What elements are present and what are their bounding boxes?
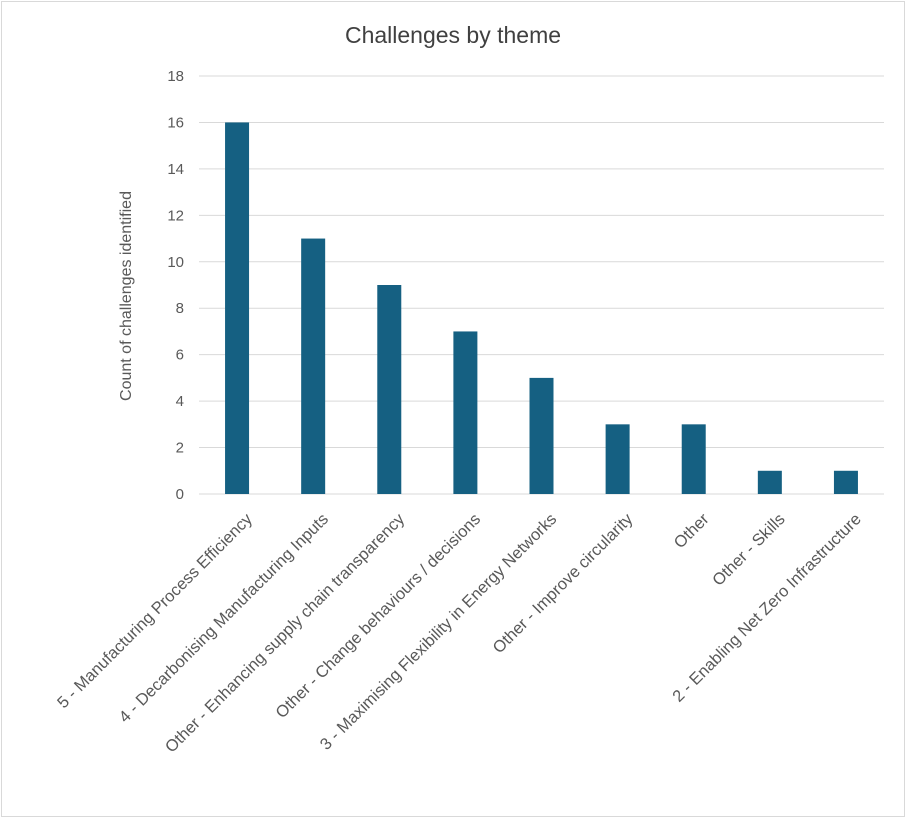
x-category-label: Other <box>671 510 713 552</box>
bar <box>833 470 858 494</box>
bar <box>225 122 250 494</box>
y-tick-label: 18 <box>167 68 184 85</box>
y-tick-label: 16 <box>167 114 184 131</box>
bar <box>377 285 402 494</box>
y-tick-label: 12 <box>167 207 184 224</box>
bar <box>681 424 706 494</box>
y-tick-label: 14 <box>167 161 184 178</box>
bar <box>757 470 782 494</box>
bar <box>605 424 630 494</box>
y-tick-label: 4 <box>176 393 184 410</box>
x-category-label: Other - Skills <box>709 510 789 590</box>
bars <box>225 122 858 494</box>
y-tick-label: 2 <box>176 440 184 457</box>
y-axis-ticks: 0 2 4 6 8 10 12 14 16 18 <box>167 68 184 503</box>
x-category-label: Other - Improve circularity <box>490 510 637 657</box>
y-tick-label: 10 <box>167 254 184 271</box>
bar <box>453 331 478 494</box>
bar <box>301 238 326 494</box>
bar <box>529 377 554 494</box>
y-axis-label: Count of challenges identified <box>118 191 135 401</box>
y-tick-label: 8 <box>176 300 184 317</box>
y-tick-label: 6 <box>176 347 184 364</box>
y-tick-label: 0 <box>176 486 184 503</box>
chart-title: Challenges by theme <box>345 22 561 48</box>
